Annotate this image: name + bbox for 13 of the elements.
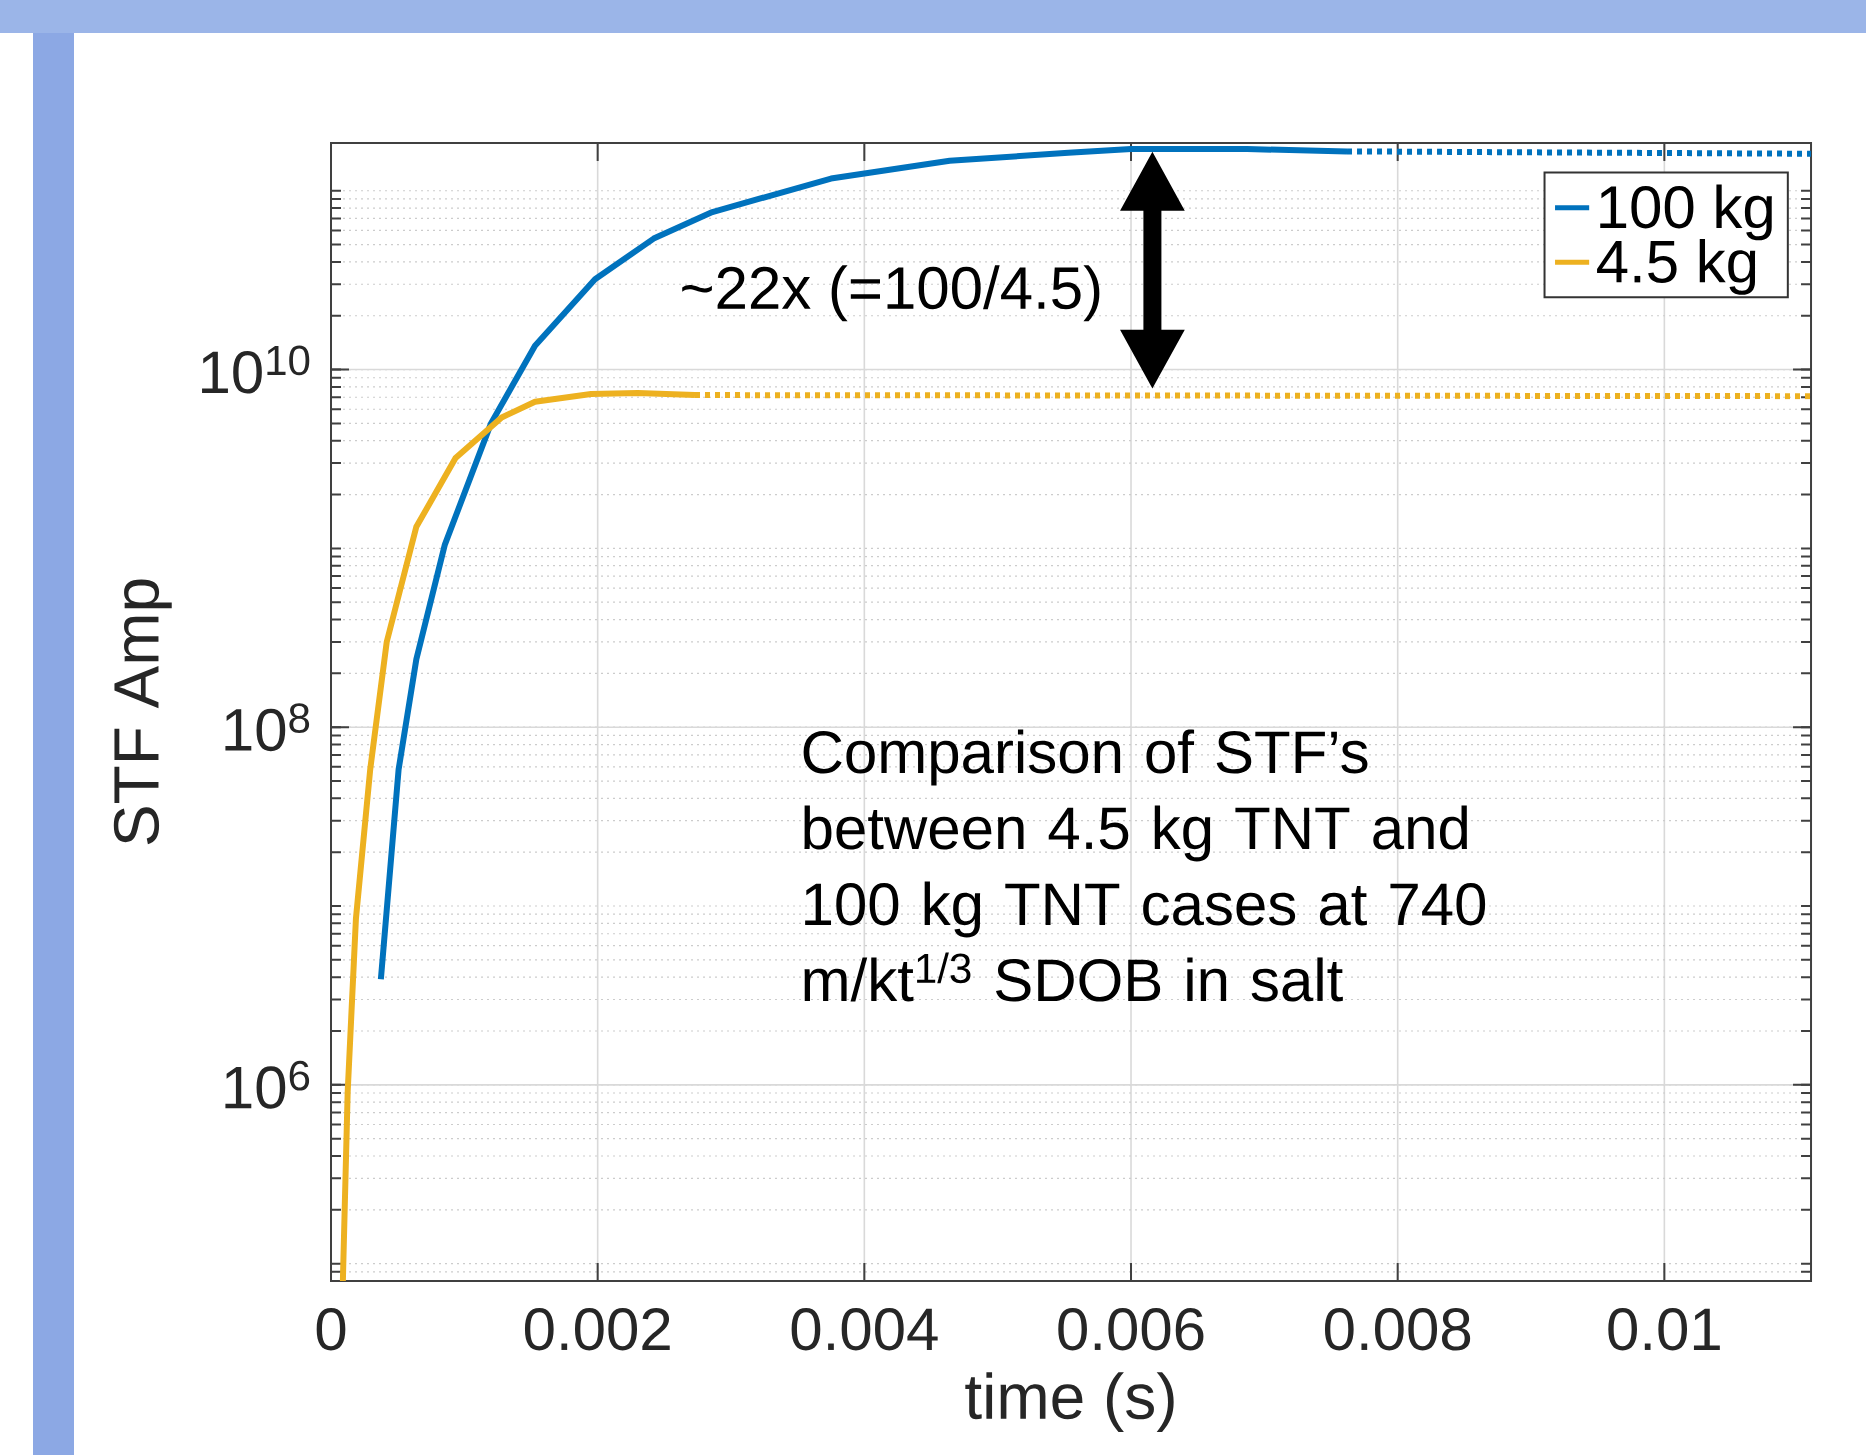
y-tick-label: 10$^{6}$ (225, 1060, 310, 1109)
y-tick-label: 10$^{10}$ (202, 345, 310, 394)
annotation: Comparison of STF’s between 4.5 kg TNT and 100 kg TNT cases at 740 m/kt$^{1/3}$ SDOB in salt (803, 729, 1486, 1002)
x-axis-title: time (s) (965, 1372, 1174, 1432)
x-tick-label: 0.006 (1058, 1308, 1204, 1351)
x-tick-label: 0.002 (524, 1308, 670, 1351)
annotation: ~22x (=100/4.5) (682, 265, 1100, 322)
y-axis-title: STF Amp (113, 579, 172, 845)
x-tick-label: 0.004 (791, 1308, 938, 1351)
x-tick-label: 0 (316, 1308, 346, 1351)
x-tick-label: 0.008 (1324, 1308, 1471, 1351)
y-tick-label: 10$^{8}$ (225, 703, 310, 752)
x-tick-label: 0.01 (1608, 1308, 1720, 1351)
